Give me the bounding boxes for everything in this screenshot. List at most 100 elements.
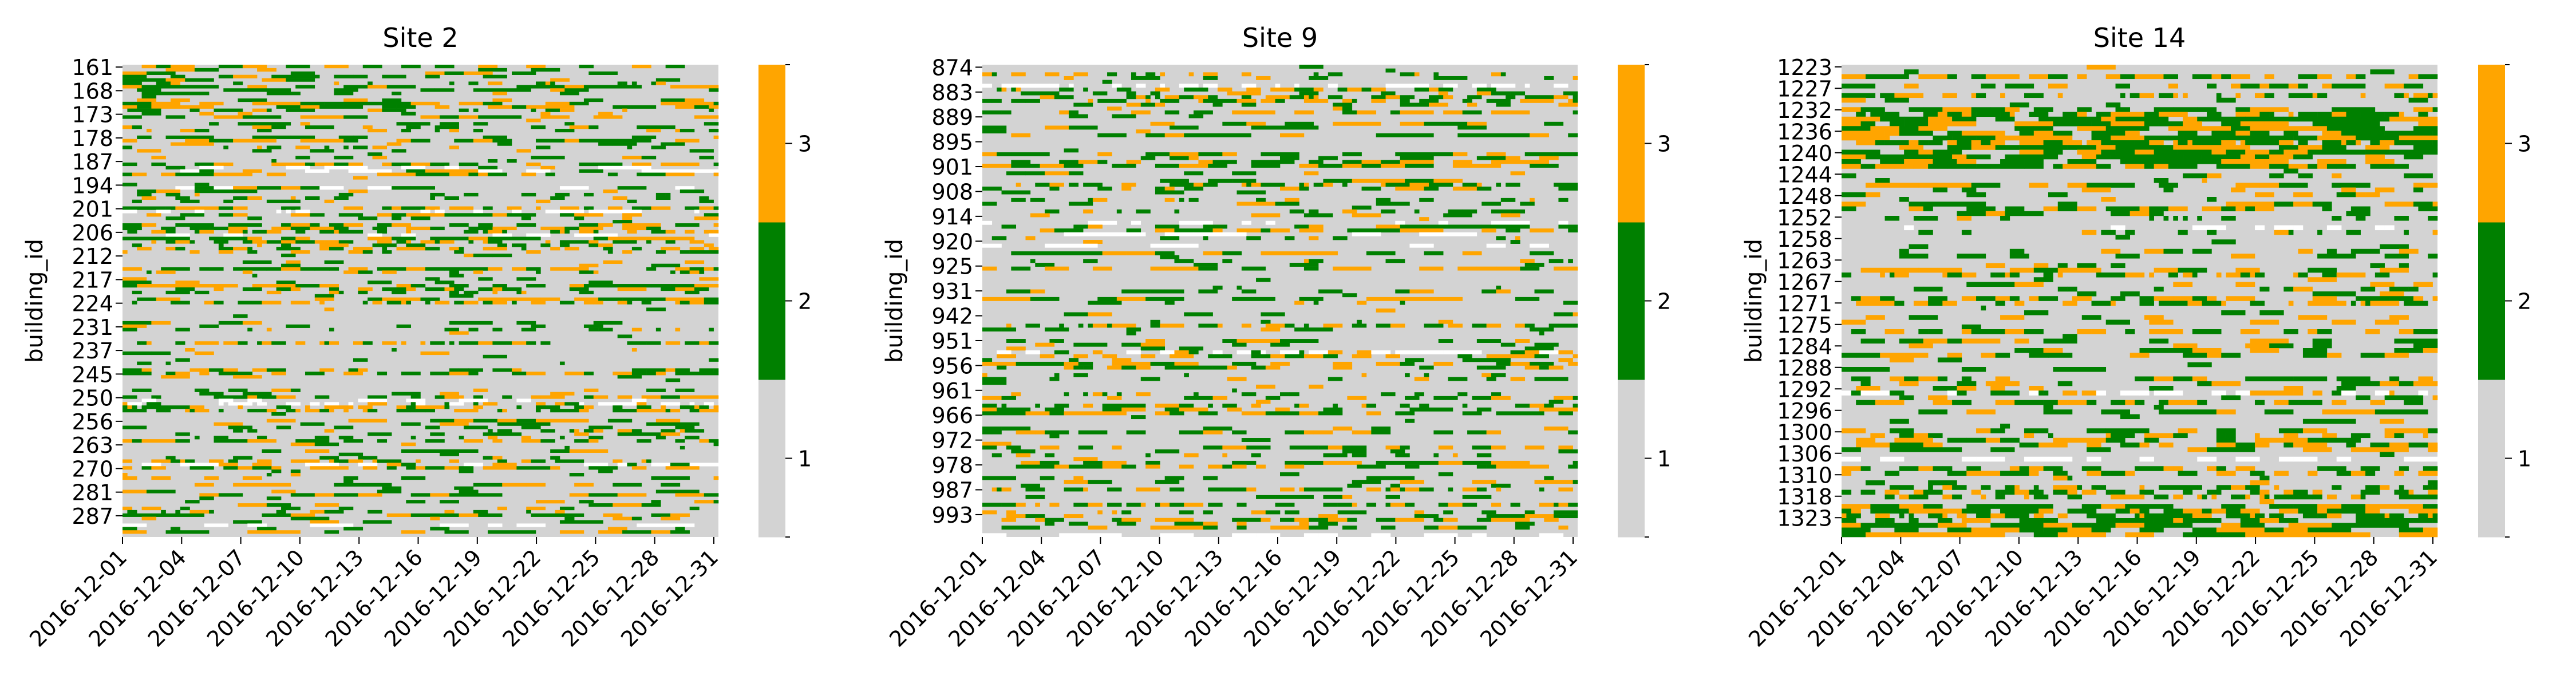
heatmap-cell [627, 165, 651, 169]
heatmap-cell [2283, 131, 2298, 136]
heatmap-cell [1481, 84, 1487, 88]
heatmap-cell [694, 85, 719, 89]
heatmap-cell [531, 301, 546, 305]
heatmap-cell [588, 210, 594, 214]
heatmap-cell [2332, 84, 2346, 89]
heatmap-cell [540, 243, 551, 247]
heatmap-cell [2322, 296, 2337, 301]
heatmap-cell [1327, 518, 1348, 522]
heatmap-cell [646, 297, 666, 301]
heatmap-cell [2135, 149, 2154, 155]
heatmap-cell [2413, 202, 2433, 207]
heatmap-cell [1880, 508, 1900, 514]
heatmap-cell [613, 240, 627, 244]
heatmap-cell [1025, 350, 1040, 354]
heatmap-cell [1342, 293, 1357, 298]
heatmap-cell [709, 105, 719, 109]
heatmap-cell [2326, 140, 2337, 145]
heatmap-cell [257, 402, 267, 406]
heatmap-cell [1923, 338, 1947, 344]
heatmap-cell [170, 405, 181, 409]
heatmap-cell [1001, 503, 1017, 507]
heatmap-cell [2394, 338, 2419, 344]
heatmap-cell [1016, 503, 1026, 507]
heatmap-cell [1333, 365, 1353, 370]
heatmap-cell [228, 172, 238, 176]
heatmap-cell [1261, 445, 1271, 450]
heatmap-cell [2081, 489, 2092, 495]
heatmap-cell [2428, 489, 2438, 495]
heatmap-cell [2129, 121, 2145, 127]
heatmap-cell [574, 405, 584, 409]
heatmap-cell [1179, 510, 1194, 515]
heatmap-cell [2216, 471, 2236, 476]
heatmap-cell [1462, 224, 1482, 229]
heatmap-cell [564, 226, 579, 231]
heatmap-cell [1952, 508, 1962, 514]
heatmap-cell [334, 196, 349, 200]
heatmap-cell [1985, 381, 1996, 386]
heatmap-cell [2389, 149, 2404, 155]
heatmap-cell [382, 297, 397, 301]
heatmap-cell [1001, 404, 1007, 408]
heatmap-cell [1952, 400, 1971, 405]
heatmap-cell [1558, 411, 1573, 416]
heatmap-cell [2346, 532, 2370, 538]
heatmap-cell [396, 108, 406, 112]
heatmap-cell [488, 81, 503, 85]
heatmap-cell [512, 105, 527, 109]
y-tick-label: 1306 [1777, 441, 1832, 467]
heatmap-cell [368, 85, 388, 89]
heatmap-cell [1150, 121, 1175, 126]
heatmap-cell [1913, 433, 1929, 439]
heatmap-cell [281, 236, 296, 240]
heatmap-cell [526, 162, 541, 167]
heatmap-cell [598, 327, 613, 331]
heatmap-cell [1261, 228, 1271, 233]
heatmap-cell [1232, 171, 1257, 176]
heatmap-cell [165, 372, 176, 376]
heatmap-cell [1164, 407, 1180, 412]
heatmap-cell [319, 368, 334, 372]
heatmap-cell [175, 172, 195, 176]
heatmap-cell [685, 429, 695, 433]
heatmap-cell [1842, 466, 1861, 471]
heatmap-cell [223, 341, 238, 345]
heatmap-cell [1371, 427, 1391, 431]
heatmap-cell [434, 128, 440, 133]
heatmap-cell [1102, 460, 1127, 465]
heatmap-cell [353, 341, 364, 345]
heatmap-cell [252, 139, 276, 143]
heatmap-cell [483, 301, 493, 305]
heatmap-cell [675, 139, 700, 143]
heatmap-cell [1990, 386, 2005, 391]
heatmap-cell [2428, 381, 2438, 386]
heatmap-cell [550, 449, 570, 453]
heatmap-cell [997, 365, 1007, 370]
heatmap-cell [1068, 114, 1088, 119]
heatmap-cell [2135, 273, 2145, 278]
heatmap-cell [670, 85, 695, 89]
heatmap-cell [1112, 98, 1122, 103]
heatmap-cell [2399, 131, 2414, 136]
heatmap-cell [2091, 485, 2107, 490]
heatmap-cell [2336, 301, 2346, 306]
heatmap-cell [1409, 407, 1429, 412]
heatmap-cell [2428, 93, 2433, 98]
heatmap-cell [300, 101, 325, 106]
heatmap-cell [2259, 286, 2270, 292]
heatmap-cell [627, 402, 637, 406]
heatmap-cell [2332, 107, 2356, 112]
heatmap-cell [392, 459, 402, 463]
heatmap-cell [319, 284, 339, 288]
heatmap-cell [613, 372, 633, 376]
heatmap-cell [1194, 407, 1208, 412]
heatmap-cell [535, 418, 565, 423]
heatmap-cell [2317, 230, 2322, 235]
heatmap-cell [2308, 443, 2328, 448]
heatmap-cell [228, 223, 248, 227]
heatmap-cell [218, 65, 243, 69]
heatmap-cell [1515, 323, 1526, 328]
heatmap-cell [2221, 504, 2246, 509]
heatmap-cell [247, 402, 252, 406]
